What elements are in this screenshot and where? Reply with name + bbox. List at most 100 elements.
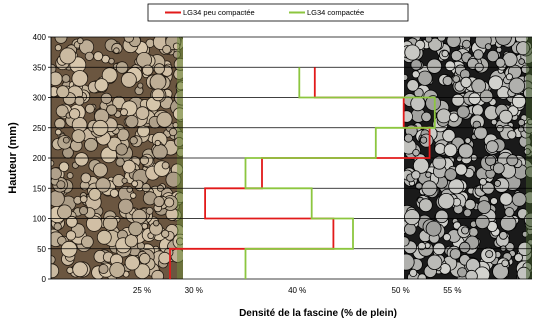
log-end bbox=[476, 215, 489, 229]
log-end bbox=[57, 236, 66, 245]
log-end bbox=[113, 96, 125, 109]
x-tick-label: 30 % bbox=[185, 286, 203, 295]
log-end bbox=[507, 155, 518, 166]
log-end bbox=[448, 230, 460, 242]
log-end bbox=[474, 267, 490, 279]
log-end bbox=[442, 50, 448, 57]
axes: 0 50 100 150 200 250 300 350 400 25 % 30 % 40 % 50 %… bbox=[33, 33, 462, 295]
log-end bbox=[102, 68, 117, 83]
log-end bbox=[489, 76, 503, 90]
log-end bbox=[106, 105, 117, 115]
log-end bbox=[123, 271, 129, 277]
log-end bbox=[59, 162, 69, 172]
y-axis-title: Hauteur (mm) bbox=[7, 122, 19, 194]
log-end bbox=[465, 138, 471, 144]
log-end bbox=[450, 249, 461, 259]
log-end bbox=[453, 76, 460, 82]
log-end bbox=[412, 71, 419, 78]
log-end bbox=[457, 156, 462, 162]
log-end bbox=[162, 162, 169, 169]
log-end bbox=[97, 230, 111, 244]
log-end bbox=[435, 210, 448, 223]
log-end bbox=[56, 105, 68, 117]
log-end bbox=[457, 268, 467, 277]
log-end bbox=[75, 96, 84, 105]
log-end bbox=[478, 201, 491, 214]
log-end bbox=[452, 94, 464, 106]
log-end bbox=[137, 52, 152, 67]
log-end bbox=[518, 119, 525, 126]
log-end bbox=[491, 119, 497, 125]
log-end bbox=[127, 187, 133, 192]
log-end bbox=[512, 192, 526, 206]
log-end bbox=[404, 237, 409, 246]
y-tick-label: 400 bbox=[33, 33, 47, 42]
log-end bbox=[501, 163, 516, 178]
y-tick-label: 250 bbox=[33, 124, 47, 133]
y-tick-label: 100 bbox=[33, 215, 47, 224]
log-end bbox=[413, 149, 419, 156]
log-end bbox=[496, 47, 502, 52]
log-end bbox=[73, 262, 88, 277]
log-end bbox=[140, 156, 149, 165]
log-end bbox=[165, 198, 174, 207]
log-end bbox=[55, 129, 61, 135]
log-end bbox=[55, 37, 67, 43]
log-end bbox=[143, 192, 157, 205]
log-end bbox=[126, 115, 138, 128]
log-end bbox=[80, 196, 87, 203]
series-line-1 bbox=[244, 67, 436, 279]
log-end bbox=[464, 209, 471, 217]
log-end bbox=[451, 50, 462, 61]
log-end bbox=[497, 125, 503, 132]
log-end bbox=[472, 79, 486, 93]
log-end bbox=[135, 86, 143, 95]
log-end bbox=[94, 250, 106, 263]
log-end bbox=[85, 104, 94, 113]
log-end bbox=[437, 37, 446, 41]
log-end bbox=[95, 79, 108, 92]
log-end bbox=[455, 164, 467, 175]
log-end bbox=[512, 94, 526, 108]
log-end bbox=[426, 172, 431, 178]
log-end bbox=[474, 126, 487, 139]
log-end bbox=[411, 60, 422, 70]
log-end bbox=[51, 256, 55, 264]
log-end bbox=[485, 155, 496, 166]
log-end bbox=[438, 193, 454, 209]
log-end bbox=[139, 253, 150, 264]
log-end bbox=[449, 179, 464, 194]
log-end bbox=[55, 45, 61, 51]
log-end bbox=[169, 128, 177, 136]
log-end bbox=[109, 58, 114, 64]
log-end bbox=[150, 74, 166, 90]
x-tick-label: 50 % bbox=[392, 286, 410, 295]
log-end bbox=[404, 74, 408, 80]
log-end bbox=[51, 191, 64, 207]
log-end bbox=[459, 144, 473, 158]
log-end bbox=[103, 216, 118, 230]
log-end bbox=[80, 181, 89, 190]
log-end bbox=[487, 50, 499, 62]
log-end bbox=[505, 207, 514, 217]
log-end bbox=[404, 223, 416, 235]
log-end bbox=[447, 37, 460, 48]
log-end bbox=[124, 37, 134, 42]
log-end bbox=[146, 207, 153, 214]
log-end bbox=[454, 205, 463, 214]
log-end bbox=[497, 86, 510, 99]
log-end bbox=[493, 264, 508, 279]
log-end bbox=[490, 198, 498, 205]
log-end bbox=[427, 255, 442, 270]
log-end bbox=[460, 70, 470, 79]
log-end bbox=[461, 227, 469, 234]
y-tick-label: 200 bbox=[33, 154, 47, 163]
log-end bbox=[153, 145, 167, 159]
log-end bbox=[514, 254, 523, 262]
log-end bbox=[51, 168, 61, 180]
log-end bbox=[487, 221, 497, 232]
log-end bbox=[138, 83, 143, 88]
log-end bbox=[413, 158, 429, 173]
log-end bbox=[152, 89, 164, 101]
log-end bbox=[496, 58, 505, 67]
